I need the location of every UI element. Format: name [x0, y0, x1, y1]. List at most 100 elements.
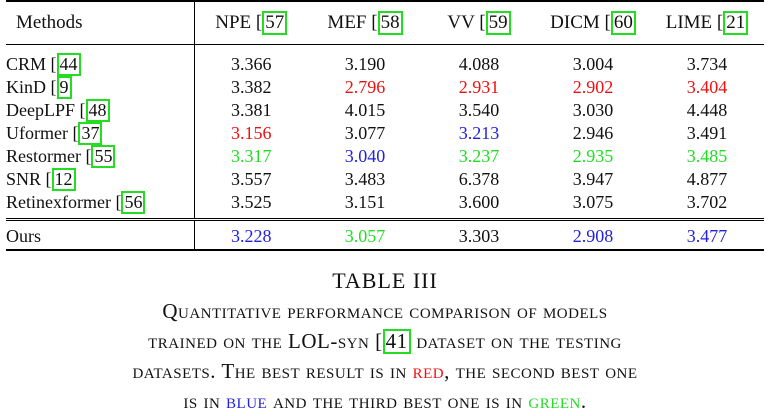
caption-text: is in — [183, 389, 221, 413]
value-cell: 4.015 — [344, 100, 386, 120]
value-cell: 3.525 — [231, 192, 272, 212]
method-cell: Restormer [55 — [6, 145, 195, 168]
value-cell: 6.378 — [458, 169, 500, 189]
value-cell: 3.381 — [231, 100, 272, 120]
value-cell: 3.483 — [344, 169, 386, 189]
caption-line-1: Quantitative performance comparison of m… — [162, 299, 608, 323]
method-name: SNR — [6, 169, 42, 190]
value-cell: 3.947 — [572, 169, 614, 189]
citation-ref[interactable]: 9 — [56, 76, 72, 99]
citation-ref[interactable]: 48 — [85, 99, 110, 122]
header-label: VV — [447, 12, 475, 34]
value-cell: 2.931 — [458, 77, 500, 97]
header-label: LIME — [665, 12, 713, 34]
citation-ref[interactable]: 59 — [485, 11, 511, 35]
value-cell: 3.485 — [686, 146, 728, 166]
table-header-row: Methods NPE [57 MEF [58 VV [59 DICM [60 … — [6, 0, 764, 45]
results-table: Methods NPE [57 MEF [58 VV [59 DICM [60 … — [6, 0, 764, 251]
value-cell: 3.077 — [344, 123, 386, 143]
method-cell: Ours — [6, 218, 195, 251]
caption-line-4: is in blue and the third best one is in … — [0, 386, 770, 416]
citation-ref[interactable]: 21 — [723, 11, 749, 35]
value-cell: 3.557 — [231, 169, 272, 189]
caption-red-word: red — [412, 359, 445, 383]
value-cell: 3.151 — [344, 192, 386, 212]
header-label: NPE — [215, 12, 252, 34]
value-cell: 3.303 — [422, 218, 536, 251]
method-cell: DeepLPF [48 — [6, 99, 195, 122]
header-label: DICM — [550, 12, 600, 34]
caption-text: datasets. The best result is in — [132, 359, 407, 383]
caption-text: trained on the LOL-syn — [148, 329, 370, 353]
table-ours-section: Ours 3.228 3.057 3.303 2.908 3.477 — [6, 218, 764, 251]
method-name: DeepLPF — [6, 100, 75, 121]
citation-ref[interactable]: 60 — [610, 11, 636, 35]
method-name: Ours — [6, 225, 41, 246]
header-vv: VV [59 — [422, 0, 536, 45]
header-mef: MEF [58 — [308, 0, 422, 45]
value-cell: 3.040 — [344, 146, 386, 166]
table-row: SNR [12 3.557 3.483 6.378 3.947 4.877 — [6, 168, 764, 191]
citation-ref[interactable]: 55 — [91, 145, 116, 168]
method-name: CRM — [6, 54, 47, 75]
method-cell: SNR [12 — [6, 168, 195, 191]
caption-title: TABLE III — [332, 268, 438, 293]
table-row: Ours 3.228 3.057 3.303 2.908 3.477 — [6, 218, 764, 251]
value-cell: 2.935 — [572, 146, 614, 166]
value-cell: 3.237 — [458, 146, 500, 166]
method-name: Uformer — [6, 123, 68, 144]
value-cell: 3.030 — [572, 100, 614, 120]
value-cell: 3.156 — [231, 123, 272, 143]
table-row: Restormer [55 3.317 3.040 3.237 2.935 3.485 — [6, 145, 764, 168]
table-row: CRM [44 3.366 3.190 4.088 3.004 3.734 — [6, 44, 764, 76]
table-row: Uformer [37 3.156 3.077 3.213 2.946 3.491 — [6, 122, 764, 145]
citation-ref[interactable]: 37 — [78, 122, 103, 145]
value-cell: 3.213 — [458, 123, 500, 143]
caption-blue-word: blue — [226, 389, 268, 413]
value-cell: 4.877 — [686, 169, 728, 189]
value-cell: 3.540 — [458, 100, 500, 120]
method-cell: KinD [9 — [6, 76, 195, 99]
caption-text: , the second best one — [444, 359, 638, 383]
method-name: KinD — [6, 77, 46, 98]
citation-ref[interactable]: 12 — [51, 168, 76, 191]
method-cell: Uformer [37 — [6, 122, 195, 145]
value-cell: 3.190 — [344, 54, 386, 74]
citation-ref[interactable]: 56 — [121, 191, 146, 214]
caption-line-2: trained on the LOL-syn [41 dataset on th… — [148, 329, 622, 354]
caption-green-word: green — [528, 389, 581, 413]
method-name: Restormer — [6, 146, 81, 167]
table-row: Retinexformer [56 3.525 3.151 3.600 3.075 3.7… — [6, 191, 764, 220]
citation-ref[interactable]: 58 — [377, 11, 403, 35]
value-cell: 3.600 — [458, 192, 500, 212]
method-name: Retinexformer — [6, 192, 111, 213]
value-cell: 2.908 — [536, 218, 650, 251]
value-cell: 2.902 — [572, 77, 614, 97]
value-cell: 3.004 — [572, 54, 614, 74]
table-row: KinD [9 3.382 2.796 2.931 2.902 3.404 — [6, 76, 764, 99]
method-cell: Retinexformer [56 — [6, 191, 195, 220]
value-cell: 2.796 — [344, 77, 386, 97]
value-cell: 3.404 — [686, 77, 728, 97]
table-row: DeepLPF [48 3.381 4.015 3.540 3.030 4.448 — [6, 99, 764, 122]
header-dicm: DICM [60 — [536, 0, 650, 45]
value-cell: 3.317 — [231, 146, 272, 166]
citation-ref[interactable]: 41 — [382, 329, 411, 354]
caption-text: dataset on the testing — [416, 329, 622, 353]
value-cell: 4.088 — [458, 54, 500, 74]
value-cell: 3.734 — [686, 54, 728, 74]
caption-text: . — [580, 389, 587, 413]
citation-ref[interactable]: 57 — [262, 11, 288, 35]
citation-ref[interactable]: 44 — [56, 53, 81, 76]
table-body: CRM [44 3.366 3.190 4.088 3.004 3.734 KinD [9 3… — [6, 44, 764, 220]
value-cell: 3.228 — [194, 218, 308, 251]
header-methods: Methods — [6, 0, 195, 45]
value-cell: 2.946 — [572, 123, 614, 143]
caption-text: and the third best one is in — [272, 389, 523, 413]
value-cell: 3.075 — [572, 192, 614, 212]
value-cell: 3.477 — [650, 218, 764, 251]
value-cell: 3.366 — [231, 54, 272, 74]
header-npe: NPE [57 — [194, 0, 308, 45]
value-cell: 4.448 — [686, 100, 728, 120]
method-cell: CRM [44 — [6, 44, 195, 76]
